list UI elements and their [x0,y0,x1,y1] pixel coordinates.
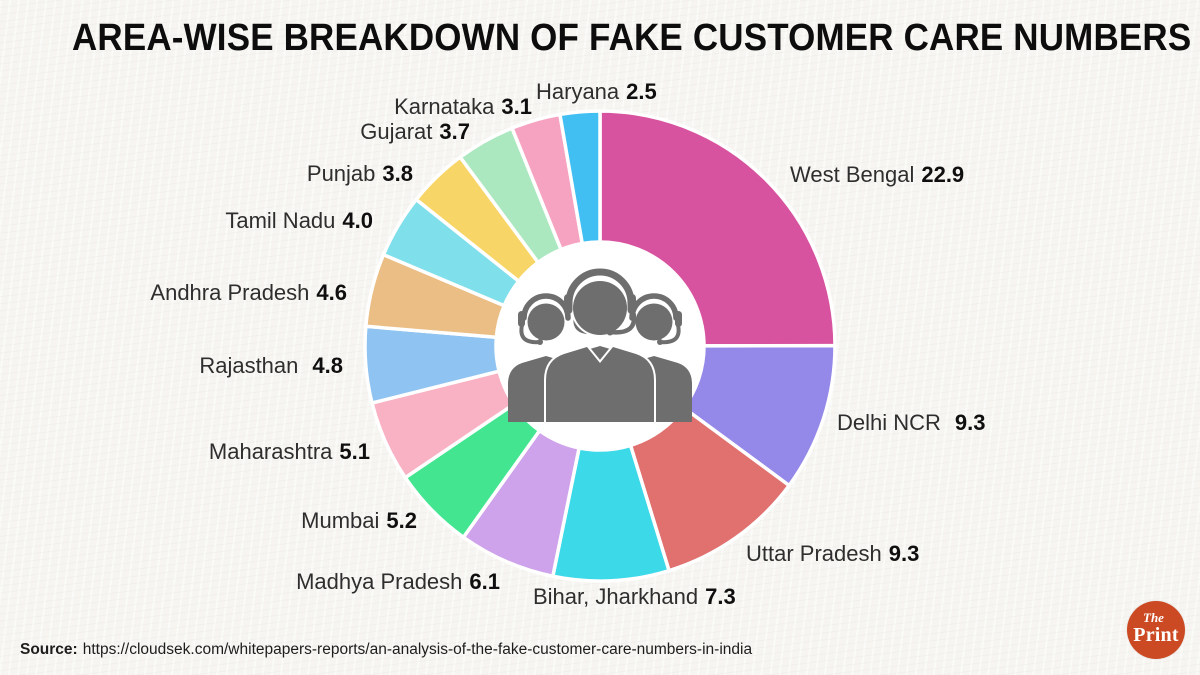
slice-west-bengal [598,109,837,348]
label-value: 5.2 [386,508,417,533]
label-name: Maharashtra [208,439,333,464]
label-value: 4.6 [316,280,347,305]
theprint-logo: The Print [1127,601,1185,659]
label-name: Rajasthan [199,353,299,378]
label-name: Mumbai [301,508,380,533]
slice-label-madhya-pradesh: Madhya Pradesh 6.1 [296,569,500,595]
slice-label-gujarat: Gujarat 3.7 [360,119,470,145]
slice-label-rajasthan: Rajasthan 4.8 [199,353,343,379]
label-value: 2.5 [626,79,657,104]
label-name: Bihar, Jharkhand [533,584,699,609]
source-label: Source: [20,641,78,658]
label-name: Delhi NCR [837,410,941,435]
label-value: 9.3 [888,541,920,566]
label-value: 3.8 [382,161,413,186]
slice-haryana [558,109,602,246]
source-line: Source: https://cloudsek.com/whitepapers-… [20,641,752,659]
label-value: 4.0 [342,208,373,233]
label-value: 7.3 [705,584,736,609]
label-name: Madhya Pradesh [296,569,463,594]
main-agent [544,268,656,424]
label-name: Haryana [536,79,620,104]
label-value: 22.9 [921,162,965,187]
slice-label-tamil-nadu: Tamil Nadu 4.0 [225,208,373,234]
source-url: https://cloudsek.com/whitepapers-reports… [82,641,753,658]
slice-label-maharashtra: Maharashtra 5.1 [209,439,370,465]
label-name: Uttar Pradesh [746,541,882,566]
label-name: West Bengal [790,162,915,187]
customer-care-agents-icon [508,268,692,424]
slice-label-karnataka: Karnataka 3.1 [394,94,532,120]
label-value: 9.3 [954,410,986,435]
label-value: 5.1 [339,439,370,464]
slice-label-mumbai: Mumbai 5.2 [301,508,417,534]
label-value: 3.1 [501,94,532,119]
label-name: Andhra Pradesh [150,280,310,305]
slice-label-haryana: Haryana 2.5 [536,79,657,105]
label-name: Tamil Nadu [225,208,336,233]
slice-label-punjab: Punjab 3.8 [307,161,413,187]
page-title: AREA-WISE BREAKDOWN OF FAKE CUSTOMER CAR… [72,17,1192,59]
slice-label-bihar-jharkhand: Bihar, Jharkhand 7.3 [533,584,736,610]
donut-slices [363,109,837,583]
slice-label-andhra-pradesh: Andhra Pradesh 4.6 [150,280,347,306]
logo-line1: The [1143,610,1164,625]
slice-label-delhi-ncr: Delhi NCR 9.3 [837,410,986,436]
label-name: Karnataka [394,94,495,119]
label-name: Punjab [306,161,376,186]
slice-label-west-bengal: West Bengal 22.9 [790,162,964,188]
label-value: 3.7 [439,119,470,144]
slice-label-uttar-pradesh: Uttar Pradesh 9.3 [746,541,919,567]
label-value: 6.1 [469,569,500,594]
label-value: 4.8 [312,353,343,378]
label-name: Gujarat [360,119,433,144]
logo-line2: Print [1133,624,1179,646]
